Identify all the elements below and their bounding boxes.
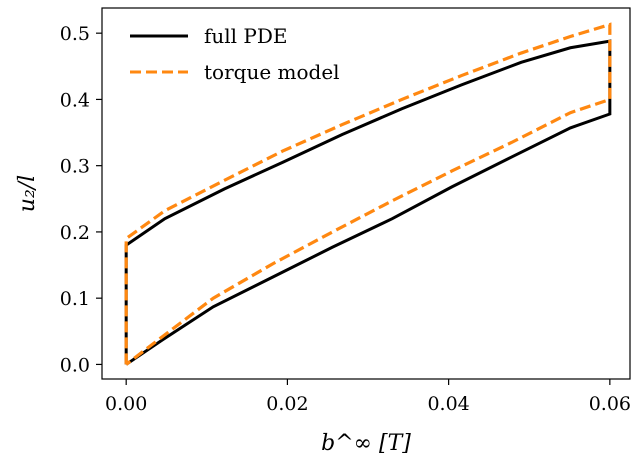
series-line-full-pde [124,39,612,366]
legend: full PDE torque model [130,24,340,84]
legend-label-torque-model: torque model [204,60,340,84]
x-tick-label: 0.06 [589,393,631,415]
y-tick-label: 0.0 [60,354,90,376]
y-axis-ticks: 0.0 0.1 0.2 0.3 0.4 0.5 [60,23,102,376]
y-tick-label: 0.4 [60,89,90,111]
x-axis-ticks: 0.00 0.02 0.04 0.06 [105,379,631,415]
x-tick-label: 0.02 [266,393,308,415]
y-tick-label: 0.3 [60,156,90,178]
plot-frame [101,7,631,380]
x-tick-label: 0.04 [427,393,469,415]
series-layer [124,22,612,366]
y-axis-label: u₂/l [15,175,40,212]
legend-label-full-pde: full PDE [204,24,288,48]
y-tick-label: 0.5 [60,23,90,45]
x-axis-label: b^∞ [T] [321,431,411,456]
series-line-torque-model [124,22,612,366]
x-tick-label: 0.00 [105,393,147,415]
y-tick-label: 0.2 [60,222,90,244]
y-tick-label: 0.1 [60,288,90,310]
